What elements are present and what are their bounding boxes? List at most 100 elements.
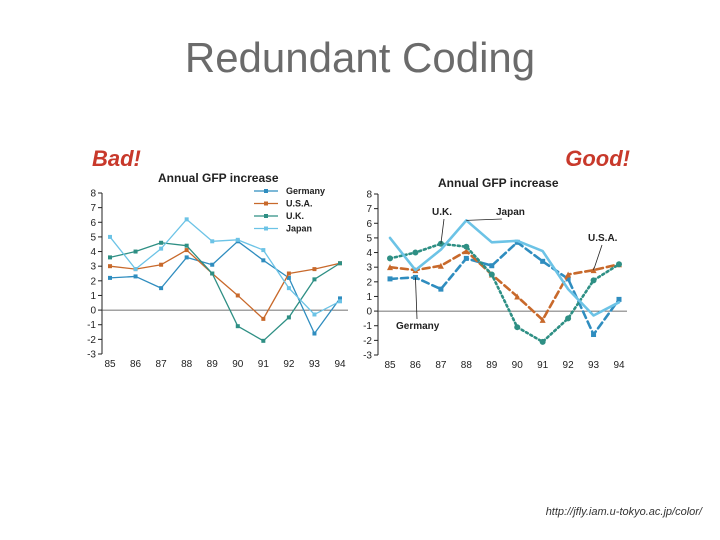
y-tick-label: 4	[90, 247, 96, 258]
series-line-japan	[109, 218, 341, 316]
y-tick-label: 7	[90, 203, 96, 214]
data-point-germany	[514, 239, 520, 245]
data-point-u-s-a	[108, 264, 112, 269]
y-tick-label: 1	[90, 291, 96, 302]
x-tick-label: 93	[309, 359, 321, 370]
x-tick-label: 85	[104, 359, 116, 370]
data-point-germany	[108, 275, 112, 280]
data-point-u-k	[312, 277, 317, 282]
data-point-u-s-a	[235, 293, 240, 298]
data-point-japan	[133, 267, 138, 272]
data-point-u-k	[286, 315, 291, 320]
legend-label-japan: Japan	[286, 224, 312, 234]
data-point-u-k	[159, 240, 164, 245]
data-point-u-k	[108, 255, 112, 260]
y-tick-label: -3	[363, 351, 372, 362]
legend-label-u-k: U.K.	[286, 211, 304, 221]
annotation-leader-japan	[466, 218, 503, 221]
data-point-u-k	[514, 324, 521, 331]
bad-chart-title: Annual GFP increase	[158, 171, 279, 185]
y-tick-label: 2	[366, 277, 372, 288]
data-point-germany	[489, 263, 495, 269]
good-chart-title: Annual GFP increase	[438, 176, 559, 190]
data-point-u-s-a	[539, 316, 546, 323]
data-point-japan	[210, 239, 215, 244]
x-tick-label: 91	[537, 360, 549, 371]
x-tick-label: 92	[283, 359, 295, 370]
legend-marker-japan	[264, 226, 268, 231]
x-tick-label: 86	[130, 359, 142, 370]
y-tick-label: 3	[366, 263, 372, 274]
data-point-germany	[184, 255, 189, 260]
legend-marker-u-s-a	[264, 201, 268, 206]
y-tick-label: 0	[90, 306, 96, 317]
data-point-germany	[463, 255, 469, 261]
data-point-u-k	[338, 261, 342, 266]
data-point-u-k	[235, 324, 240, 329]
data-point-u-s-a	[286, 271, 291, 276]
series-line-germany	[109, 240, 341, 335]
y-tick-label: 8	[90, 189, 96, 200]
data-point-germany	[159, 286, 164, 291]
data-point-u-s-a	[159, 262, 164, 267]
x-tick-label: 88	[181, 359, 193, 370]
x-tick-label: 90	[512, 360, 524, 371]
y-tick-label: -3	[87, 350, 96, 361]
data-point-u-k	[565, 315, 572, 322]
x-tick-label: 92	[563, 360, 575, 371]
slide-title: Redundant Coding	[184, 34, 536, 81]
y-tick-label: -2	[363, 336, 372, 347]
y-tick-label: 4	[366, 248, 372, 259]
data-point-u-k	[590, 277, 597, 284]
x-tick-label: 91	[258, 359, 270, 370]
data-point-germany	[591, 332, 597, 338]
series-line-u-k	[388, 242, 621, 344]
x-tick-label: 93	[588, 360, 600, 371]
data-point-germany	[438, 286, 444, 292]
data-point-japan	[286, 286, 291, 291]
data-point-u-k	[437, 240, 444, 247]
data-point-u-s-a	[437, 262, 444, 269]
data-point-u-k	[387, 255, 393, 262]
data-point-germany	[565, 276, 571, 282]
data-point-germany	[338, 296, 342, 301]
data-point-japan	[312, 312, 317, 317]
good-label: Good!	[565, 146, 630, 171]
y-tick-label: 1	[366, 292, 372, 303]
data-point-germany	[312, 331, 317, 336]
data-point-germany	[210, 262, 215, 267]
data-point-u-s-a	[514, 293, 521, 300]
x-tick-label: 90	[232, 359, 244, 370]
data-point-u-k	[184, 243, 189, 248]
annotation-leader-germany	[415, 277, 418, 320]
bad-chart-panel: 8 7 6 5 4 3 2 1 0 -1 -2 -3 85 86 87 88 89 90 91 92 93 94 Germa…	[86, 140, 358, 375]
good-chart-panel: 8 7 6 5 4 3 2 1 0 -1 -2 -3 85 86 87 88 89 90 91 92 93 94 U.K. J…	[362, 140, 636, 375]
data-point-u-k	[133, 249, 138, 254]
x-tick-label: 89	[207, 359, 219, 370]
y-tick-label: 6	[366, 219, 372, 230]
annotation-label-u-s-a: U.S.A.	[588, 233, 618, 244]
source-link[interactable]: http://jfly.iam.u-tokyo.ac.jp/color/	[545, 506, 702, 518]
bad-label: Bad!	[92, 146, 141, 171]
y-tick-label: 8	[366, 190, 372, 201]
x-tick-label: 87	[156, 359, 168, 370]
y-tick-label: -1	[87, 320, 96, 331]
data-point-japan	[184, 217, 189, 222]
series-line-japan	[388, 219, 621, 317]
annotation-label-u-k: U.K.	[432, 207, 452, 218]
x-tick-label: 94	[334, 359, 346, 370]
annotation-label-germany: Germany	[396, 321, 440, 332]
annotation-leader-u-k	[440, 218, 445, 244]
data-point-u-s-a	[590, 267, 597, 274]
x-tick-label: 87	[435, 360, 447, 371]
data-point-germany	[387, 276, 393, 282]
annotation-label-japan: Japan	[496, 207, 525, 218]
x-tick-label: 86	[410, 360, 422, 371]
data-point-germany	[616, 296, 622, 302]
data-point-germany	[261, 258, 266, 263]
y-tick-label: 7	[366, 204, 372, 215]
legend-marker-germany	[264, 189, 268, 193]
legend-label-u-s-a: U.S.A.	[286, 199, 313, 209]
